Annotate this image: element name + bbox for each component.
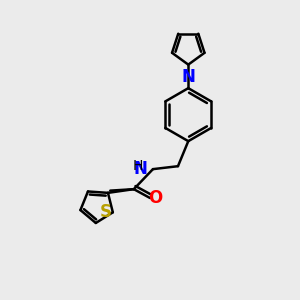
Text: N: N bbox=[181, 68, 195, 86]
Text: H: H bbox=[133, 159, 143, 172]
Text: S: S bbox=[99, 203, 111, 221]
Text: O: O bbox=[148, 189, 162, 207]
Text: N: N bbox=[134, 160, 148, 178]
